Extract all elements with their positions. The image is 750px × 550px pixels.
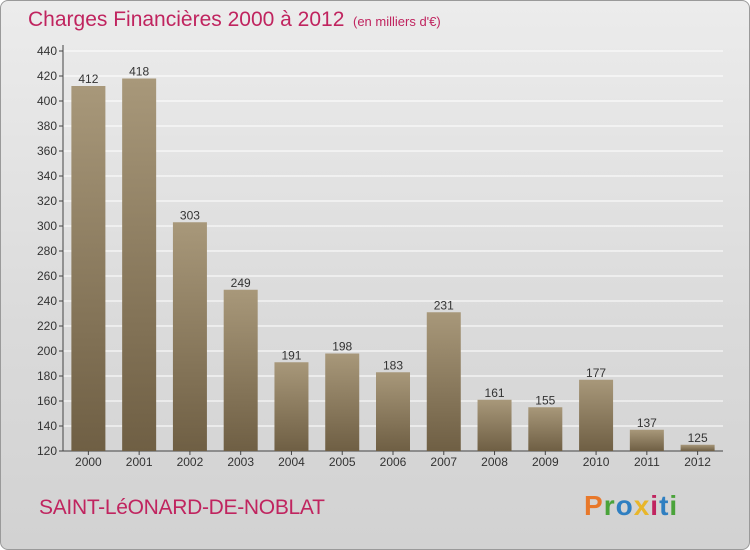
chart-title: Charges Financières 2000 à 2012 <box>28 8 345 31</box>
y-tick-label: 240 <box>37 294 57 308</box>
y-tick-label: 440 <box>37 44 57 58</box>
data-label: 177 <box>586 366 606 380</box>
x-tick-label: 2000 <box>75 455 102 469</box>
y-tick-label: 400 <box>37 94 57 108</box>
bar <box>629 429 664 451</box>
logo-letter: i <box>669 490 679 521</box>
x-tick-label: 2008 <box>481 455 508 469</box>
data-label: 418 <box>129 65 149 79</box>
data-label: 161 <box>485 386 505 400</box>
bar <box>376 372 410 451</box>
logo-letter: r <box>603 490 616 521</box>
data-label: 303 <box>180 208 200 222</box>
x-tick-label: 2005 <box>329 455 356 469</box>
bar <box>325 353 360 451</box>
bar <box>477 399 512 451</box>
data-label: 249 <box>231 276 251 290</box>
y-tick-label: 380 <box>37 119 57 133</box>
proxiti-logo[interactable]: Proxiti <box>584 490 678 522</box>
data-label: 231 <box>434 298 454 312</box>
logo-letter: x <box>633 490 651 521</box>
bar <box>426 312 461 451</box>
y-tick-label: 360 <box>37 144 57 158</box>
bar <box>71 86 106 451</box>
x-tick-label: 2004 <box>278 455 305 469</box>
bar <box>274 362 309 451</box>
data-label: 191 <box>281 348 301 362</box>
y-tick-label: 420 <box>37 69 57 83</box>
logo-letter: t <box>659 490 670 521</box>
data-label: 155 <box>535 393 555 407</box>
logo-letter: P <box>584 490 604 521</box>
bar <box>172 222 207 451</box>
y-tick-label: 120 <box>37 444 57 458</box>
logo-letter: i <box>650 490 660 521</box>
logo-letter: o <box>615 490 634 521</box>
y-tick-label: 140 <box>37 419 57 433</box>
data-label: 183 <box>383 358 403 372</box>
bar <box>122 78 157 451</box>
x-tick-label: 2012 <box>684 455 711 469</box>
bar <box>680 444 715 451</box>
x-tick-label: 2006 <box>380 455 407 469</box>
y-tick-label: 340 <box>37 169 57 183</box>
y-tick-label: 180 <box>37 369 57 383</box>
data-label: 412 <box>78 72 98 86</box>
data-label: 198 <box>332 340 352 354</box>
x-tick-label: 2007 <box>430 455 457 469</box>
commune-name: SAINT-LéONARD-DE-NOBLAT <box>39 496 325 519</box>
y-tick-label: 320 <box>37 194 57 208</box>
bar <box>223 289 258 451</box>
bar <box>579 379 614 451</box>
x-tick-label: 2011 <box>634 455 660 469</box>
x-tick-label: 2002 <box>177 455 204 469</box>
y-tick-label: 200 <box>37 344 57 358</box>
data-label: 137 <box>637 416 657 430</box>
x-tick-label: 2009 <box>532 455 559 469</box>
data-label: 125 <box>688 431 708 445</box>
y-tick-label: 280 <box>37 244 57 258</box>
x-tick-label: 2003 <box>227 455 254 469</box>
bar <box>528 407 563 451</box>
y-tick-label: 260 <box>37 269 57 283</box>
y-tick-label: 300 <box>37 219 57 233</box>
x-tick-label: 2010 <box>583 455 610 469</box>
y-tick-label: 220 <box>37 319 57 333</box>
y-tick-label: 160 <box>37 394 57 408</box>
x-tick-label: 2001 <box>126 455 153 469</box>
chart-subtitle: (en milliers d'€) <box>353 14 441 29</box>
